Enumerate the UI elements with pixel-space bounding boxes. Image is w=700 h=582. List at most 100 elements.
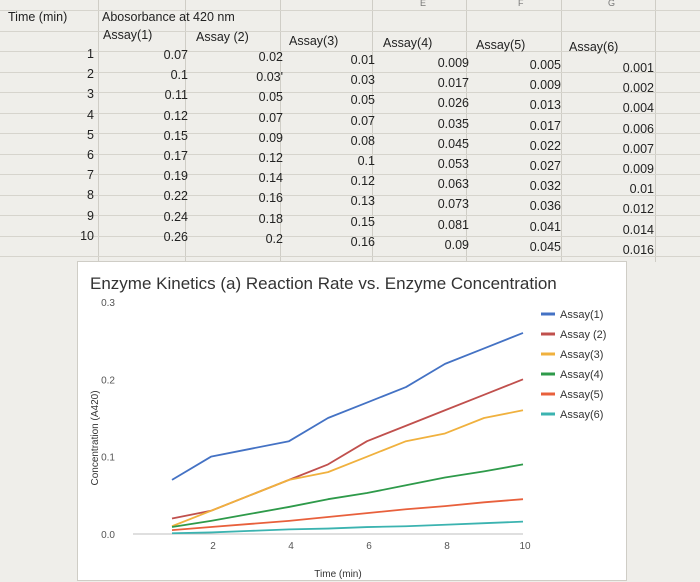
- data-cell[interactable]: 0.063: [437, 177, 469, 192]
- x-tick-label: 10: [519, 541, 531, 552]
- y-tick-label: 0.0: [101, 530, 115, 541]
- row-number[interactable]: 5: [87, 127, 94, 142]
- row-divider: [0, 256, 700, 257]
- data-cell[interactable]: 0.03: [350, 73, 375, 88]
- chart[interactable]: Enzyme Kinetics (a) Reaction Rate vs. En…: [78, 262, 626, 580]
- data-cell[interactable]: 0.017: [529, 118, 561, 133]
- legend-entry: Assay(1): [560, 309, 603, 321]
- data-cell[interactable]: 0.22: [163, 189, 188, 204]
- row-number[interactable]: 10: [80, 228, 94, 243]
- row-number[interactable]: 8: [87, 188, 94, 203]
- data-cell[interactable]: 0.012: [622, 202, 654, 217]
- column-letter[interactable]: E: [420, 0, 427, 8]
- data-cell[interactable]: 0.032: [529, 179, 561, 194]
- x-tick-label: 2: [210, 541, 216, 552]
- row-number[interactable]: 7: [87, 168, 94, 183]
- row-number[interactable]: 1: [87, 47, 94, 61]
- column-letter[interactable]: F: [518, 0, 524, 8]
- data-cell[interactable]: 0.009: [529, 78, 561, 93]
- chart-svg: Enzyme Kinetics (a) Reaction Rate vs. En…: [90, 274, 606, 580]
- data-cell[interactable]: 0.005: [529, 58, 561, 72]
- data-cell[interactable]: 0.24: [163, 209, 188, 224]
- data-cell[interactable]: 0.036: [529, 199, 561, 214]
- data-cell[interactable]: 0.07: [163, 48, 188, 62]
- data-cell[interactable]: 0.081: [437, 217, 469, 232]
- data-cell[interactable]: 0.16: [350, 234, 375, 249]
- data-cell[interactable]: 0.016: [622, 242, 654, 257]
- data-cell[interactable]: 0.01: [350, 53, 375, 67]
- data-cell[interactable]: 0.041: [529, 219, 561, 234]
- data-cell[interactable]: 0.045: [437, 136, 469, 151]
- data-cell[interactable]: 0.027: [529, 159, 561, 173]
- series-line-1: [171, 332, 524, 481]
- series-line-6: [171, 520, 524, 535]
- data-cell[interactable]: 0.09: [444, 237, 469, 252]
- row-number[interactable]: 2: [87, 67, 94, 82]
- data-cell[interactable]: 0.001: [622, 61, 654, 75]
- assay-header[interactable]: Assay(4): [383, 36, 433, 50]
- column-divider: [280, 0, 281, 262]
- data-cell[interactable]: 0.07: [258, 110, 283, 125]
- data-cell[interactable]: 0.03': [256, 70, 283, 85]
- row-divider: [0, 10, 700, 11]
- data-cell[interactable]: 0.1: [170, 68, 188, 83]
- data-cell[interactable]: 0.13: [350, 194, 375, 209]
- data-cell[interactable]: 0.02: [258, 50, 283, 64]
- data-cell[interactable]: 0.013: [529, 98, 561, 113]
- assay-header[interactable]: Assay(5): [476, 38, 526, 52]
- data-cell[interactable]: 0.08: [350, 133, 375, 148]
- legend-entry: Assay(3): [560, 349, 603, 361]
- assay-header[interactable]: Assay(3): [289, 34, 339, 48]
- data-cell[interactable]: 0.09: [258, 130, 283, 145]
- data-cell[interactable]: 0.053: [437, 157, 469, 171]
- data-cell[interactable]: 0.17: [163, 149, 188, 163]
- data-cell[interactable]: 0.11: [164, 88, 188, 103]
- data-cell[interactable]: 0.15: [163, 128, 188, 143]
- data-cell[interactable]: 0.15: [350, 214, 375, 229]
- assay-header[interactable]: Assay(1): [103, 28, 153, 42]
- data-cell[interactable]: 0.045: [529, 239, 561, 254]
- row-number[interactable]: 3: [87, 87, 94, 102]
- row-divider: [0, 133, 700, 134]
- legend-entry: Assay (2): [560, 329, 606, 341]
- data-cell[interactable]: 0.035: [437, 116, 469, 131]
- data-cell[interactable]: 0.009: [437, 56, 469, 70]
- data-cell[interactable]: 0.05: [258, 90, 283, 105]
- row-number[interactable]: 9: [87, 208, 94, 223]
- row-number[interactable]: 4: [87, 107, 94, 122]
- data-cell[interactable]: 0.05: [350, 93, 375, 108]
- data-cell[interactable]: 0.01: [629, 182, 654, 197]
- row-number[interactable]: 6: [87, 148, 94, 162]
- data-cell[interactable]: 0.014: [622, 222, 654, 237]
- header-time[interactable]: Time (min): [8, 10, 68, 24]
- data-cell[interactable]: 0.12: [258, 151, 283, 165]
- data-cell[interactable]: 0.07: [350, 113, 375, 128]
- data-cell[interactable]: 0.002: [622, 81, 654, 96]
- data-cell[interactable]: 0.19: [163, 169, 188, 184]
- data-cell[interactable]: 0.14: [258, 171, 283, 186]
- legend-entry: Assay(6): [560, 409, 603, 421]
- row-divider: [0, 153, 700, 155]
- data-cell[interactable]: 0.017: [437, 76, 469, 91]
- data-cell[interactable]: 0.009: [622, 162, 654, 176]
- assay-header[interactable]: Assay(6): [569, 40, 619, 54]
- column-letter[interactable]: G: [608, 0, 616, 8]
- data-cell[interactable]: 0.12: [350, 174, 375, 189]
- data-cell[interactable]: 0.2: [265, 231, 283, 246]
- data-cell[interactable]: 0.26: [163, 229, 188, 244]
- column-divider: [466, 0, 467, 262]
- data-cell[interactable]: 0.004: [622, 101, 654, 116]
- data-cell[interactable]: 0.073: [437, 197, 469, 212]
- data-cell[interactable]: 0.12: [163, 108, 188, 123]
- data-cell[interactable]: 0.16: [258, 191, 283, 206]
- assay-header[interactable]: Assay (2): [196, 30, 249, 44]
- row-divider: [0, 92, 700, 93]
- data-cell[interactable]: 0.18: [258, 211, 283, 226]
- data-cell[interactable]: 0.1: [357, 154, 375, 168]
- data-cell[interactable]: 0.006: [622, 121, 654, 136]
- data-cell[interactable]: 0.022: [529, 138, 561, 153]
- data-cell[interactable]: 0.026: [437, 96, 469, 111]
- column-divider: [98, 0, 99, 262]
- data-cell[interactable]: 0.007: [622, 141, 654, 156]
- header-absorbance[interactable]: Abosorbance at 420 nm: [102, 10, 235, 24]
